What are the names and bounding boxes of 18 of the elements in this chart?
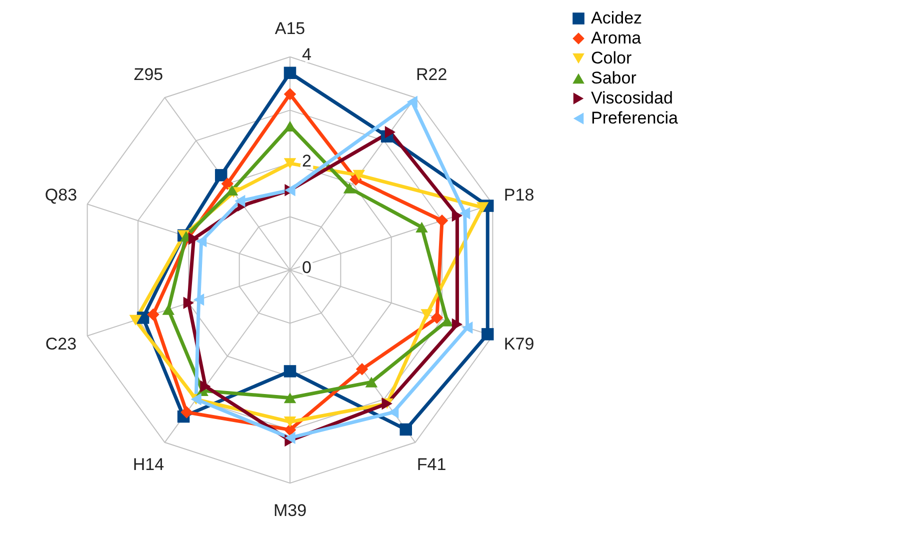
spoke-label: C23 bbox=[45, 334, 77, 354]
spoke-label: F41 bbox=[416, 454, 446, 474]
legend-label: Viscosidad bbox=[591, 88, 673, 108]
spoke-label: K79 bbox=[504, 334, 534, 354]
legend-label: Color bbox=[591, 48, 632, 68]
spoke-label: A15 bbox=[274, 19, 306, 38]
legend-label: Preferencia bbox=[591, 108, 678, 128]
spoke-label: Z95 bbox=[134, 65, 164, 84]
legend-label: Aroma bbox=[591, 28, 642, 48]
spoke-label: M39 bbox=[273, 500, 307, 520]
spoke-label: P18 bbox=[504, 186, 534, 205]
spoke-label: R22 bbox=[416, 65, 448, 84]
legend-label: Acidez bbox=[591, 8, 642, 28]
spoke-label: Q83 bbox=[44, 186, 78, 205]
y-tick-label: 0 bbox=[302, 258, 312, 277]
legend-label: Sabor bbox=[591, 68, 637, 88]
y-tick-label: 4 bbox=[302, 44, 312, 64]
spoke-label: H14 bbox=[132, 454, 164, 474]
